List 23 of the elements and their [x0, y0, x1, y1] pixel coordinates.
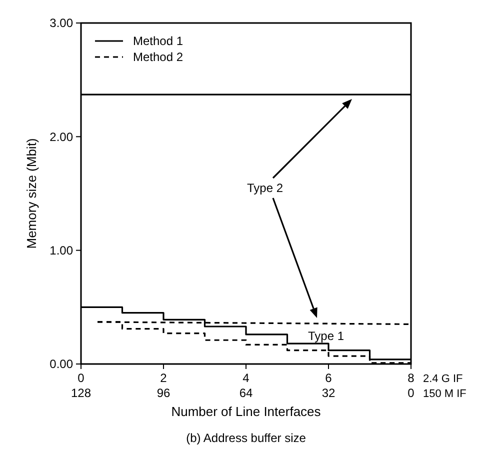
x2-tick-label: 64 [239, 386, 253, 400]
x2-tick-label: 128 [70, 386, 92, 400]
x2-axis-title: 150 M IF [423, 388, 467, 400]
x-tick-label: 8 [408, 371, 415, 385]
x-tick-label: 2 [160, 371, 168, 385]
text: 2.4 G IF [423, 373, 464, 385]
text: (b) Address buffer size [186, 431, 306, 445]
x-axis-title: Number of Line Interfaces [171, 404, 322, 419]
y-tick-label: 3.00 [50, 16, 74, 30]
annotation: Type 2 [246, 181, 284, 196]
x-tick-label: 4 [242, 371, 250, 385]
x2-tick-label: 32 [322, 386, 336, 400]
y-tick-label: 2.00 [50, 130, 74, 144]
y-axis-title: Memory size (Mbit) [24, 138, 39, 249]
legend-label: Method 1 [133, 34, 184, 48]
x2-tick-label: 0 [408, 386, 415, 400]
annotation: Type 1 [308, 329, 344, 344]
legend-label: Method 2 [133, 50, 184, 64]
y-tick-label: 1.00 [50, 244, 74, 258]
x2-tick-label: 96 [156, 386, 170, 400]
x-tick-label: 6 [325, 371, 332, 385]
x-tick-label: 0 [78, 371, 85, 385]
y-tick-label: 0.00 [50, 357, 74, 372]
